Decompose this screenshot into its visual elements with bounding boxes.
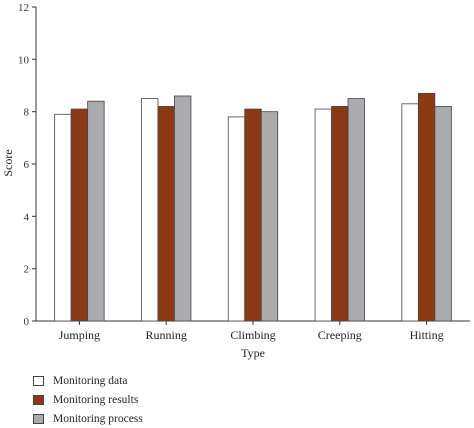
bar-climbing-monitoring-data <box>227 116 246 322</box>
bar-hitting-monitoring-process <box>434 106 452 322</box>
y-tick-label: 0 <box>24 316 30 328</box>
bar-jumping-monitoring-data <box>54 113 72 322</box>
legend-item-monitoring-process: Monitoring process <box>33 409 143 428</box>
bar-climbing-monitoring-results <box>244 108 262 322</box>
y-tick-label: 10 <box>18 54 30 66</box>
y-tick-label: 4 <box>24 211 30 223</box>
legend-swatch <box>33 394 44 405</box>
x-tick-label: Creeping <box>318 328 362 342</box>
legend-swatch <box>33 413 44 424</box>
bar-chart: 0 2 4 6 8 10 12 Jumping Running Climbing Creeping H… <box>1 2 470 360</box>
legend: Monitoring data Monitoring results Monit… <box>33 371 143 428</box>
y-tick-label: 2 <box>24 264 30 276</box>
bar-creeping-monitoring-results <box>331 106 349 322</box>
legend-item-monitoring-results: Monitoring results <box>33 390 143 409</box>
bar-hitting-monitoring-data <box>401 103 419 322</box>
legend-label: Monitoring results <box>53 393 139 406</box>
x-tick-label: Running <box>146 328 187 342</box>
bar-hitting-monitoring-results <box>417 92 436 322</box>
legend-label: Monitoring data <box>53 374 128 387</box>
bar-climbing-monitoring-process <box>260 111 279 322</box>
y-tick-label: 12 <box>18 2 29 14</box>
bar-jumping-monitoring-process <box>87 100 105 322</box>
bar-jumping-monitoring-results <box>70 108 89 322</box>
legend-label: Monitoring process <box>53 412 143 425</box>
bar-running-monitoring-results <box>157 106 175 322</box>
bar-creeping-monitoring-data <box>314 108 332 322</box>
x-tick-label: Climbing <box>230 328 275 342</box>
labels: 0 2 4 6 8 10 12 Jumping Running Climbing Creeping H… <box>18 2 444 342</box>
legend-item-monitoring-data: Monitoring data <box>33 371 143 390</box>
x-tick-label: Hitting <box>410 328 444 342</box>
bar-running-monitoring-process <box>174 95 192 322</box>
y-axis-title: Score <box>1 149 15 176</box>
bar-creeping-monitoring-process <box>347 98 365 322</box>
y-tick-label: 8 <box>24 107 30 119</box>
x-axis-title: Type <box>241 346 265 360</box>
bars <box>54 92 452 322</box>
axes <box>32 6 470 325</box>
y-tick-label: 6 <box>24 159 30 171</box>
bar-running-monitoring-data <box>141 98 159 322</box>
x-tick-label: Jumping <box>59 328 100 342</box>
legend-swatch <box>33 375 44 386</box>
